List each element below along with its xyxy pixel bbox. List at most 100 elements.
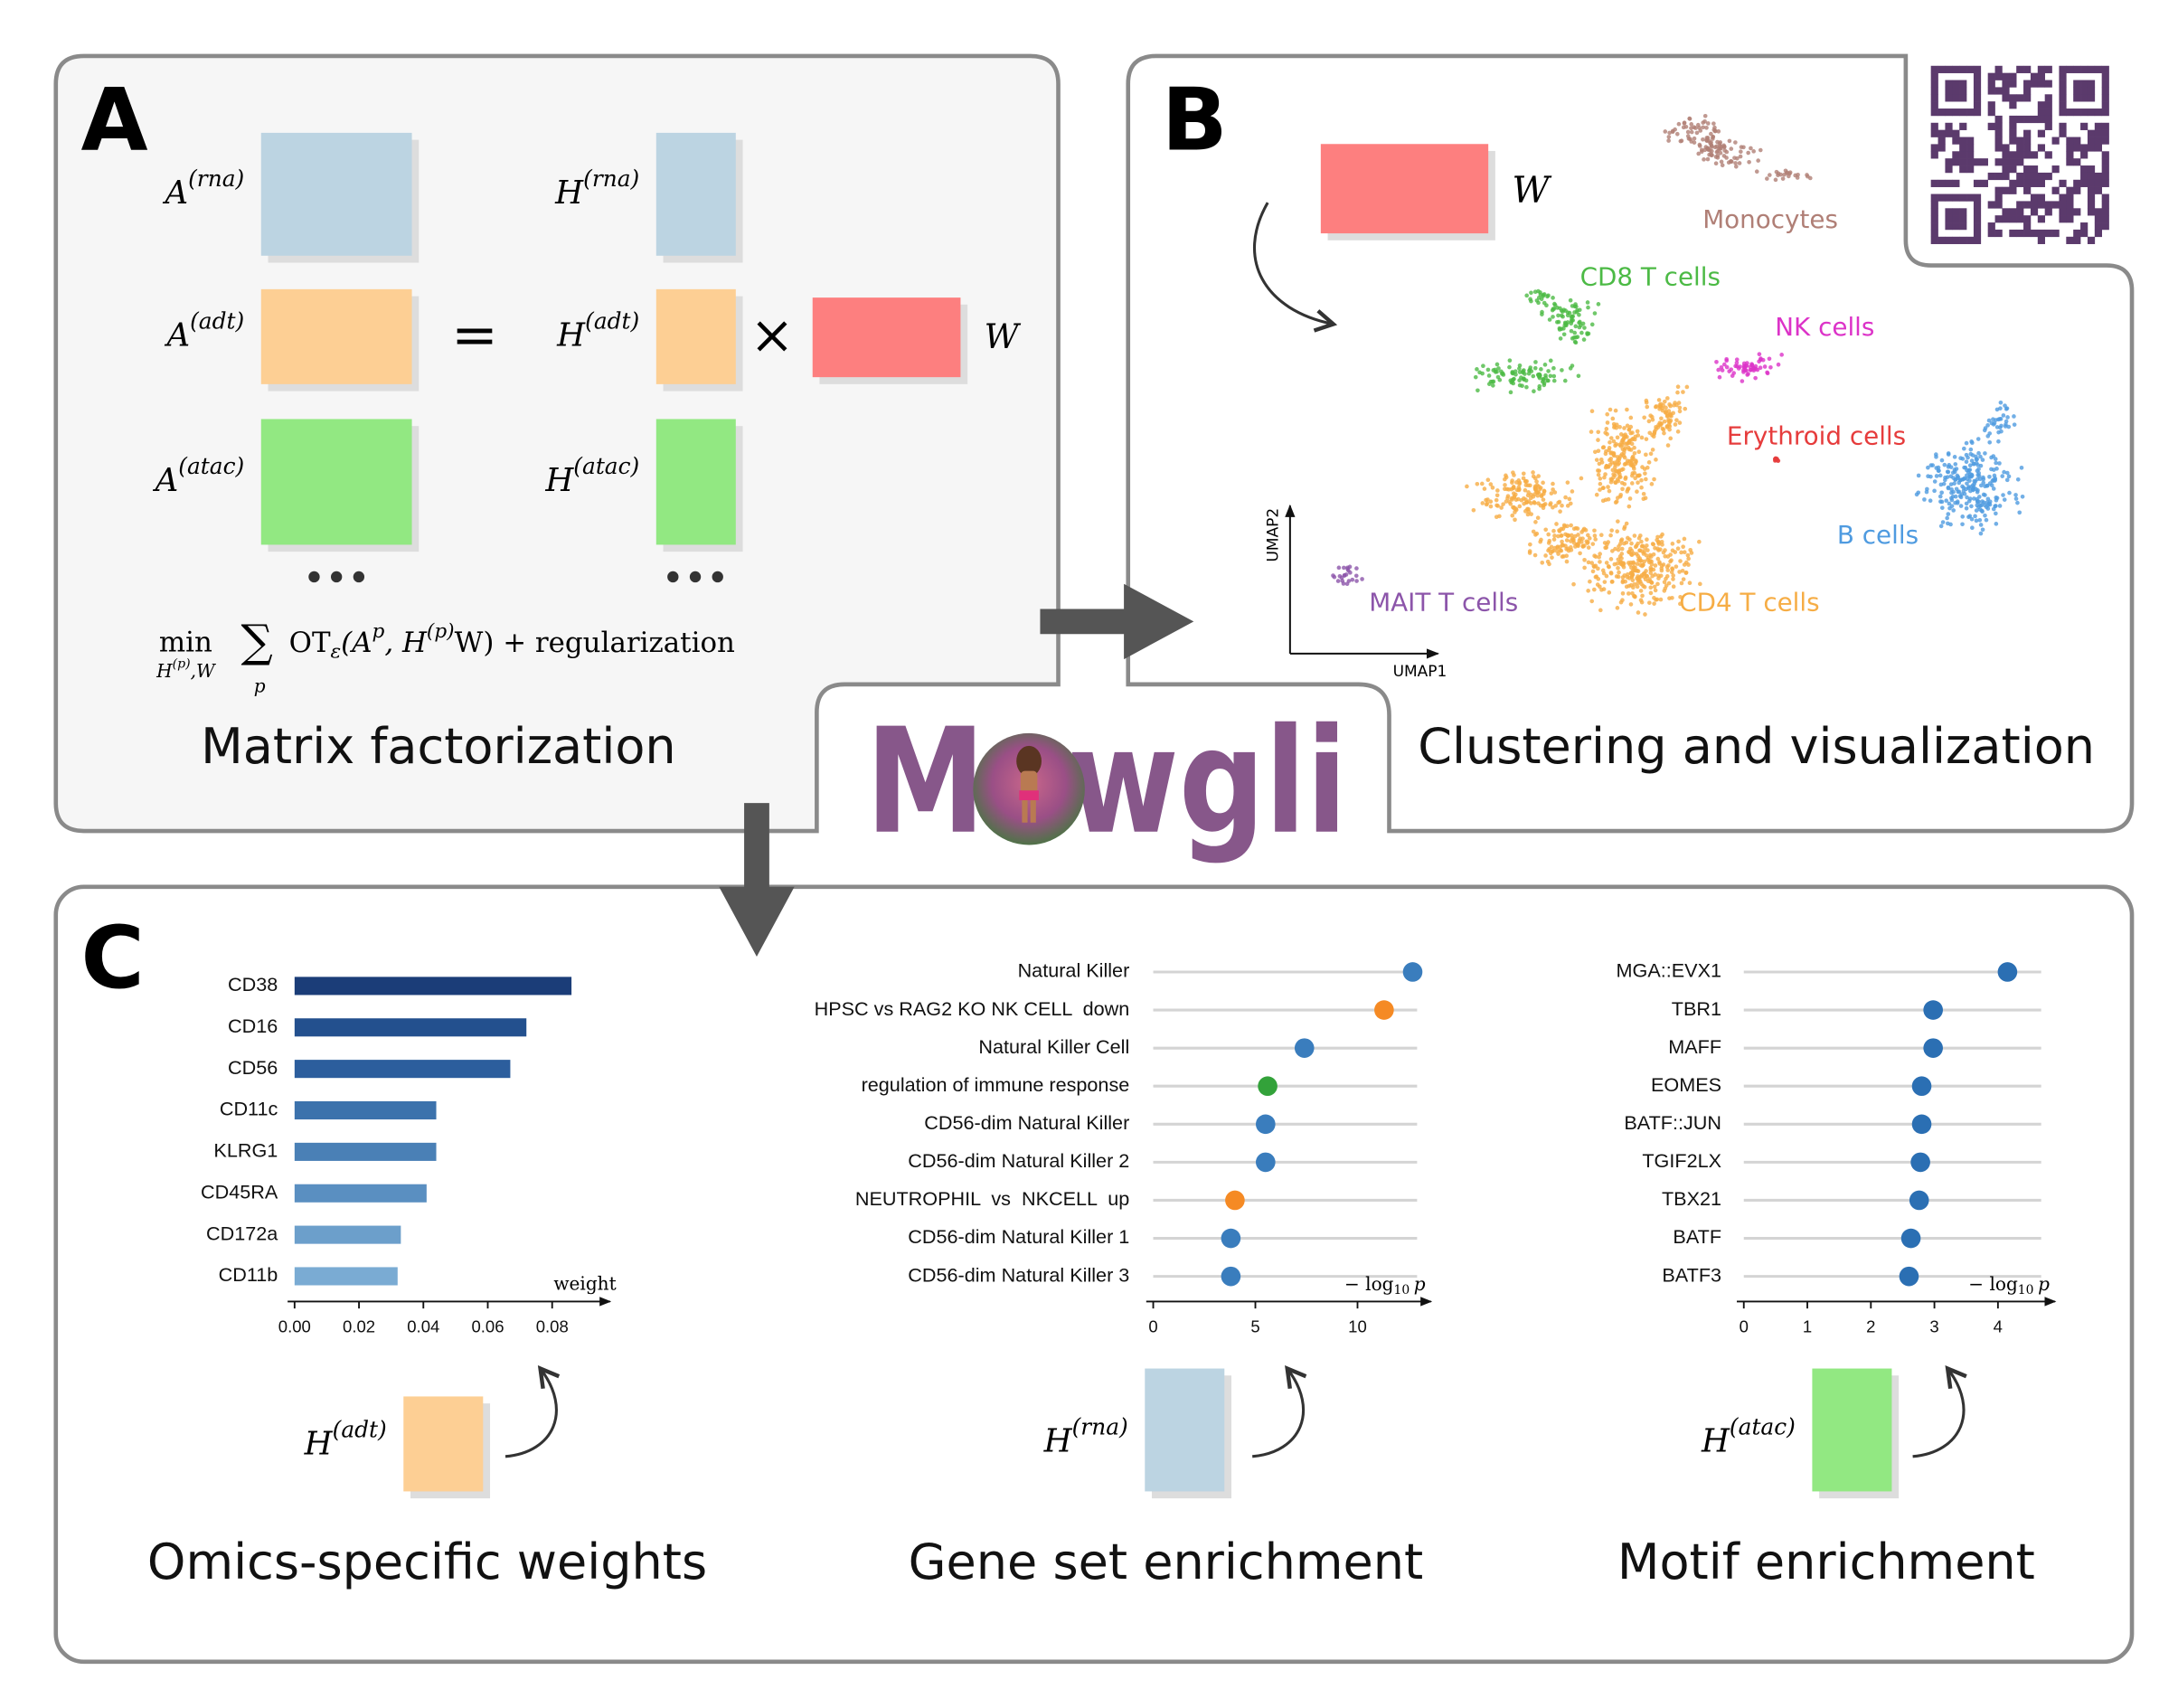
cell-point: [1534, 489, 1539, 495]
qr-cell: [2002, 208, 2010, 216]
cluster-label: NK cells: [1775, 312, 1874, 342]
qr-cell: [2044, 109, 2052, 117]
cell-point: [1776, 362, 1781, 367]
qr-cell: [1987, 122, 1995, 130]
cell-point: [1488, 499, 1494, 505]
category-label: BATF::JUN: [1624, 1111, 1721, 1134]
cell-point: [1926, 474, 1930, 478]
cell-point: [1618, 432, 1624, 437]
category-label: CD172a: [206, 1222, 278, 1244]
category-label: CD38: [228, 973, 278, 996]
cell-point: [1636, 541, 1640, 546]
cell-point: [1550, 307, 1555, 313]
cell-point: [1517, 363, 1523, 368]
cell-point: [1535, 493, 1541, 498]
cell-point: [1542, 292, 1547, 297]
cell-point: [1677, 409, 1683, 414]
cell-point: [1978, 477, 1983, 482]
cell-point: [1643, 471, 1647, 476]
qr-cell: [1952, 151, 1960, 159]
cell-point: [1512, 473, 1516, 477]
qr-cell: [1938, 109, 1946, 117]
cell-point: [1610, 467, 1616, 473]
qr-cell: [1987, 172, 1995, 181]
qr-cell: [1945, 193, 1953, 202]
qr-cell: [2023, 65, 2032, 73]
dot: [1256, 1152, 1276, 1173]
qr-cell: [1945, 208, 1953, 216]
cell-point: [1350, 577, 1355, 582]
cell-point: [1670, 542, 1675, 546]
cell-point: [1678, 559, 1683, 563]
qr-cell: [1994, 122, 2003, 130]
qr-cell: [1945, 122, 1953, 130]
cell-point: [1965, 467, 1969, 473]
cell-point: [1951, 508, 1956, 513]
cell-point: [1465, 484, 1469, 489]
qr-cell: [2080, 87, 2088, 95]
qr-cell: [1994, 65, 2003, 73]
qr-cell: [2009, 165, 2017, 174]
qr-cell: [2087, 186, 2096, 194]
cell-point: [1991, 417, 1995, 422]
qr-cell: [2059, 65, 2067, 73]
cell-point: [1965, 473, 1969, 478]
cell-point: [1575, 526, 1580, 531]
cell-point: [1994, 522, 1999, 526]
cell-point: [1639, 435, 1645, 440]
cell-point: [1656, 540, 1661, 545]
cell-point: [1623, 461, 1628, 467]
cell-point: [1508, 390, 1513, 395]
cell-point: [1496, 366, 1501, 371]
qr-cell: [2087, 65, 2096, 73]
qr-cell: [2094, 144, 2102, 152]
qr-cell: [2037, 80, 2045, 88]
cell-point: [1613, 408, 1618, 413]
cell-point: [1332, 574, 1337, 580]
x-axis-label-sub: 10: [2018, 1283, 2034, 1298]
cell-point: [1551, 481, 1555, 486]
cell-point: [1614, 499, 1619, 504]
qr-cell: [1987, 101, 1995, 109]
cell-point: [1342, 572, 1347, 578]
cell-point: [1749, 146, 1753, 151]
cell-point: [1592, 564, 1597, 570]
cell-point: [1622, 526, 1626, 532]
cell-point: [1610, 580, 1615, 584]
cell-point: [1513, 369, 1518, 373]
qr-cell: [2023, 144, 2032, 152]
qr-cell: [1973, 94, 1982, 102]
cell-point: [1592, 587, 1597, 592]
cell-point: [1642, 415, 1646, 420]
cell-point: [1980, 458, 1985, 462]
cell-point: [1689, 139, 1694, 144]
qr-cell: [1930, 94, 1938, 102]
qr-cell: [1952, 158, 1960, 166]
cell-point: [1513, 510, 1517, 514]
cell-point: [1547, 561, 1551, 567]
qr-cell: [1945, 129, 1953, 137]
cell-point: [1674, 402, 1679, 408]
qr-cell: [2044, 65, 2052, 73]
qr-cell: [2016, 158, 2024, 166]
cell-point: [1616, 519, 1620, 524]
qr-cell: [1994, 193, 2003, 202]
cell-point: [1635, 429, 1640, 434]
cell-point: [1666, 580, 1672, 586]
cell-point: [1532, 501, 1537, 505]
cell-point: [1339, 575, 1344, 580]
cell-point: [1710, 148, 1714, 154]
cell-point: [1734, 360, 1740, 365]
cell-point: [1704, 125, 1709, 130]
cell-point: [1571, 541, 1577, 545]
cell-point: [1335, 579, 1341, 583]
qr-cell: [2002, 87, 2010, 95]
qr-cell: [1945, 109, 1953, 117]
math-sup: (atac): [1730, 1413, 1796, 1439]
qr-cell: [1930, 72, 1938, 80]
cell-point: [1542, 489, 1547, 494]
cell-point: [1986, 418, 1992, 423]
qr-cell: [1959, 165, 1967, 174]
cell-point: [1932, 488, 1937, 494]
qr-cell: [2037, 229, 2045, 238]
